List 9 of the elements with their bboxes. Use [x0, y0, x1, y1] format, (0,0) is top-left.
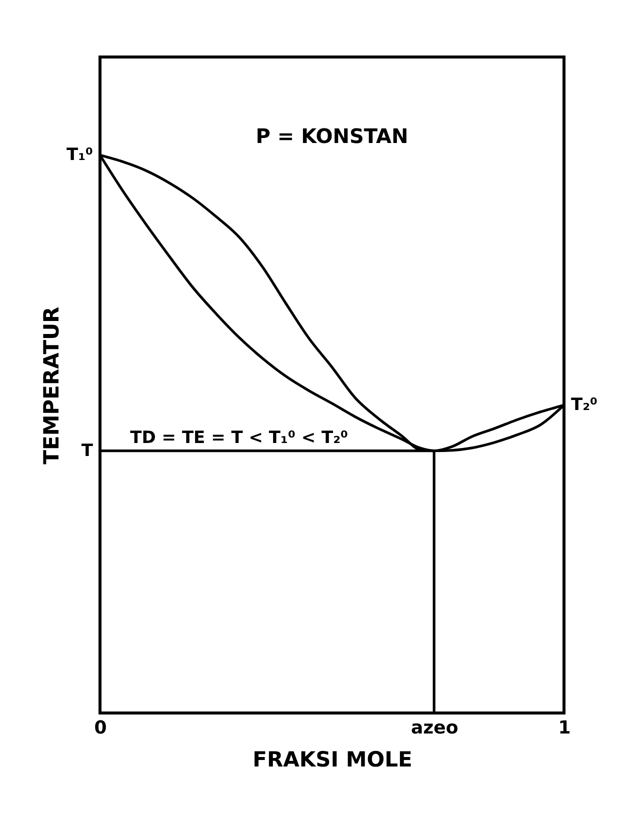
x-tick-label: azeo: [410, 718, 458, 738]
annotation: T₂⁰: [571, 395, 598, 416]
text: P = KONSTAN: [256, 124, 408, 148]
x-tick-label: 0: [94, 718, 107, 738]
annotation: T₁⁰: [66, 145, 93, 166]
x-axis-title: FRAKSI MOLE: [252, 748, 412, 772]
y-axis-title: TEMPERATUR: [40, 306, 64, 464]
x-tick-label: 1: [558, 718, 571, 738]
annotation: T: [81, 440, 94, 461]
